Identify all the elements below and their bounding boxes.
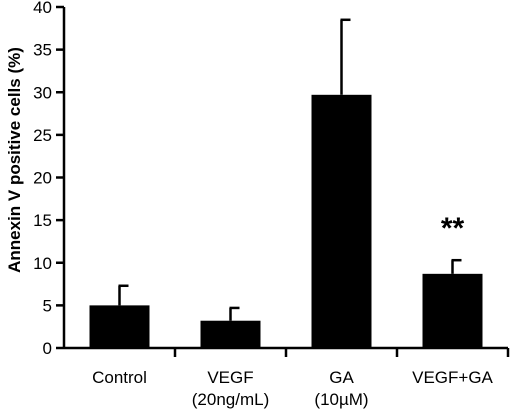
x-ticks (173, 348, 510, 357)
y-tick-label: 25 (33, 126, 52, 145)
significance-annotation: ** (441, 212, 465, 245)
y-ticks: 0 5 10 15 20 25 30 35 40 (33, 0, 64, 358)
bars (89, 94, 483, 349)
category-label: Control (92, 368, 147, 387)
y-tick-label: 5 (43, 296, 52, 315)
y-tick-label: 10 (33, 254, 52, 273)
category-label: VEGF+GA (412, 368, 493, 387)
bar (422, 273, 483, 348)
category-labels: Control VEGF (20ng/mL) GA (10µM) VEGF+GA (92, 368, 493, 409)
category-label: (20ng/mL) (192, 390, 269, 409)
y-tick-label: 35 (33, 41, 52, 60)
annotations: ** (441, 212, 465, 245)
bar (200, 320, 261, 348)
y-tick-label: 0 (43, 339, 52, 358)
y-tick-label: 40 (33, 0, 52, 17)
bar (89, 305, 150, 348)
y-tick-label: 30 (33, 83, 52, 102)
y-axis-label: Annexin V positive cells (%) (5, 47, 24, 273)
category-label: GA (329, 368, 354, 387)
bar (311, 94, 372, 349)
y-tick-label: 15 (33, 211, 52, 230)
y-tick-label: 20 (33, 169, 52, 188)
error-bars (118, 18, 462, 321)
category-label: VEGF (207, 368, 253, 387)
category-label: (10µM) (314, 390, 368, 409)
